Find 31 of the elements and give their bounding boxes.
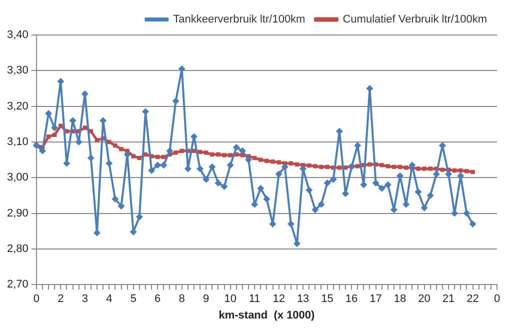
x-tick-label: 2: [58, 293, 64, 306]
x-axis-title: km-stand (x 1000): [218, 309, 316, 322]
y-tick-label: 3,40: [6, 29, 28, 42]
x-tick-label: 4: [106, 293, 112, 306]
y-tick-label: 2,70: [6, 278, 28, 291]
y-tick-label: 3,00: [6, 172, 28, 184]
legend-label: Cumulatief Verbruik ltr/100km: [342, 14, 488, 26]
y-tick-label: 2,90: [6, 207, 28, 220]
x-tick-label: 10: [224, 293, 236, 306]
x-tick-label: 3: [82, 293, 88, 306]
x-tick-label: 20: [418, 293, 430, 306]
y-tick-label: 3,10: [6, 136, 28, 148]
x-tick-label: 11: [248, 293, 260, 306]
y-tick-label: 3,20: [6, 100, 28, 112]
x-tick-label: 16: [345, 293, 358, 306]
x-tick-label: 22: [466, 293, 479, 306]
x-tick-label: 13: [296, 293, 310, 306]
x-tick-label: 18: [394, 293, 406, 306]
x-tick-label: 21: [442, 293, 455, 306]
y-tick-label: 3,30: [6, 64, 28, 77]
legend-label: Tankkeerverbruik ltr/100km: [173, 14, 306, 26]
x-tick-label: 15: [321, 293, 334, 306]
x-tick-label: 9: [203, 293, 210, 306]
x-tick-label: 0: [33, 293, 40, 306]
y-tick-label: 2,80: [6, 242, 28, 255]
x-tick-label: 8: [178, 293, 185, 306]
x-tick-label: 5: [130, 293, 136, 306]
x-tick-label: 6: [154, 293, 161, 306]
x-tick-label: 17: [370, 293, 382, 306]
x-tick-label: 12: [272, 293, 285, 306]
x-tick-label: 0: [494, 293, 500, 306]
